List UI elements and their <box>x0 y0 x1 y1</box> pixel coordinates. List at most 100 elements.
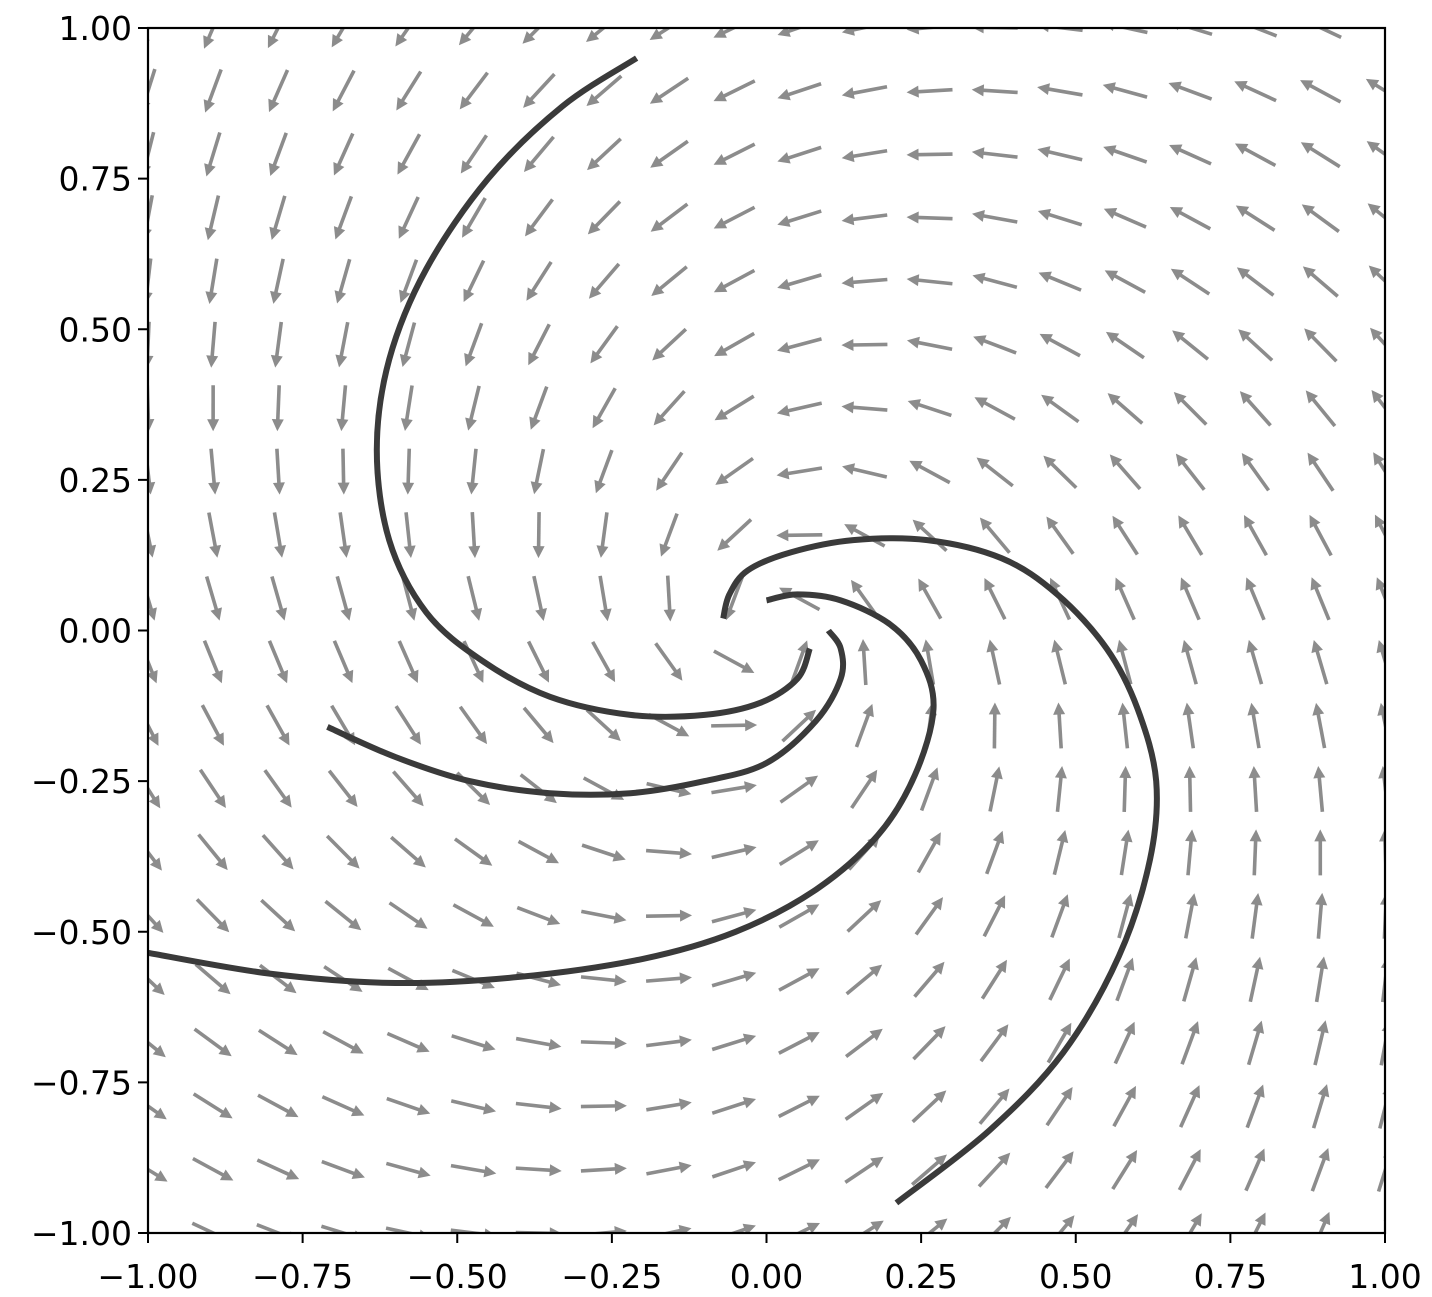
vector-arrow <box>645 847 692 860</box>
vector-arrow <box>1117 893 1134 939</box>
vector-arrow <box>464 322 484 367</box>
vector-arrow <box>645 1035 692 1048</box>
vector-arrow <box>649 76 690 104</box>
vector-arrow <box>396 70 423 111</box>
vector-arrow <box>256 1158 300 1180</box>
vector-arrow <box>592 387 617 429</box>
vector-arrow <box>523 72 556 108</box>
vector-arrow <box>713 649 755 673</box>
vector-arrow <box>148 194 155 235</box>
vector-arrow <box>1045 1087 1073 1127</box>
vector-arrow <box>854 703 874 748</box>
vector-arrow <box>841 338 888 351</box>
vector-arrow <box>1377 702 1385 733</box>
vector-arrow <box>841 28 872 36</box>
vector-arrow <box>1187 1213 1202 1233</box>
x-axis: −1.00 −0.75 −0.50 −0.25 0.00 0.25 0.50 0.75 1.00 <box>97 1233 1422 1296</box>
vector-arrow <box>148 657 158 684</box>
vector-arrow <box>645 909 693 922</box>
vector-arrow <box>526 260 553 301</box>
vector-arrow <box>1037 83 1083 97</box>
vector-arrow <box>921 639 936 685</box>
vector-arrow <box>528 323 551 366</box>
vector-arrow <box>515 1164 562 1177</box>
vector-arrow <box>717 518 753 551</box>
vector-arrow <box>972 210 1018 224</box>
vector-arrow <box>789 640 809 685</box>
vector-arrow <box>388 901 428 929</box>
vector-arrow <box>532 575 547 622</box>
y-tick-label: −0.75 <box>31 1063 132 1102</box>
vector-arrow <box>650 202 689 232</box>
vector-arrow <box>1051 639 1068 685</box>
vector-arrow <box>711 844 757 860</box>
vector-arrow <box>1365 78 1385 93</box>
vector-arrow <box>1376 1155 1385 1193</box>
vector-arrow <box>1046 516 1075 555</box>
vector-arrow <box>385 1226 425 1233</box>
vector-arrow <box>270 575 288 621</box>
vector-arrow <box>914 897 944 936</box>
vector-arrow <box>971 84 1018 97</box>
vector-arrow <box>978 1088 1010 1125</box>
vector-arrow <box>776 529 823 542</box>
vector-arrow <box>522 706 554 744</box>
vector-arrow <box>148 526 157 558</box>
vector-arrow <box>205 258 219 305</box>
vector-arrow <box>841 276 888 289</box>
vector-arrow <box>1044 1151 1074 1189</box>
y-axis: −1.00 −0.75 −0.50 −0.25 0.00 0.25 0.50 0.75 1.00 <box>31 9 148 1253</box>
vector-arrow <box>265 704 290 746</box>
vector-arrow <box>660 1224 692 1233</box>
vector-arrow <box>1239 391 1272 427</box>
vector-arrow <box>1367 203 1385 220</box>
vector-arrow <box>1302 266 1339 298</box>
vector-arrow <box>1245 1084 1265 1129</box>
vector-arrow <box>659 512 679 557</box>
vector-arrow <box>1248 956 1264 1003</box>
vector-arrow <box>1301 204 1340 233</box>
vector-arrow <box>270 258 285 304</box>
vector-arrow <box>1246 1020 1265 1066</box>
vector-arrow <box>910 1154 947 1186</box>
y-tick-label: −0.50 <box>31 913 132 952</box>
vector-arrow <box>1370 327 1385 348</box>
vector-arrow <box>1379 1026 1385 1066</box>
vector-arrow <box>1109 28 1148 35</box>
vector-arrow <box>982 895 1006 938</box>
vector-arrow <box>335 321 350 368</box>
vector-arrow <box>907 399 952 418</box>
vector-arrow <box>272 512 286 558</box>
vector-arrow <box>1178 515 1204 556</box>
vector-arrow <box>988 766 1003 812</box>
vector-arrow <box>463 259 486 303</box>
vector-arrow <box>1311 1084 1330 1129</box>
y-tick-label: 0.50 <box>59 310 132 349</box>
vector-arrow <box>845 964 883 996</box>
vector-arrow <box>916 832 941 874</box>
vector-arrow <box>912 1026 946 1061</box>
vector-arrow <box>778 1032 820 1055</box>
vector-arrow <box>846 900 882 933</box>
vector-arrow <box>779 775 819 804</box>
vector-arrow <box>1304 328 1338 363</box>
vector-arrow <box>778 904 820 929</box>
vector-arrow <box>1054 766 1067 812</box>
vector-arrow <box>516 905 561 926</box>
vector-arrow <box>1314 956 1328 1003</box>
vector-arrow <box>906 336 953 352</box>
vector-arrow <box>257 1028 298 1056</box>
plot-frame <box>146 26 1387 1235</box>
vector-arrow <box>1183 765 1196 812</box>
vector-arrow <box>1245 577 1266 621</box>
vector-arrow <box>1107 393 1144 425</box>
trajectory-4 <box>720 535 1160 1206</box>
vector-arrow <box>654 642 683 681</box>
vector-arrow <box>588 262 621 299</box>
vector-arrow <box>656 451 684 491</box>
vector-arrow <box>649 28 672 40</box>
x-tick-label: −0.25 <box>561 1257 662 1296</box>
vector-arrow <box>1313 1020 1329 1066</box>
vector-arrow <box>270 321 284 368</box>
vector-arrow <box>653 389 686 426</box>
